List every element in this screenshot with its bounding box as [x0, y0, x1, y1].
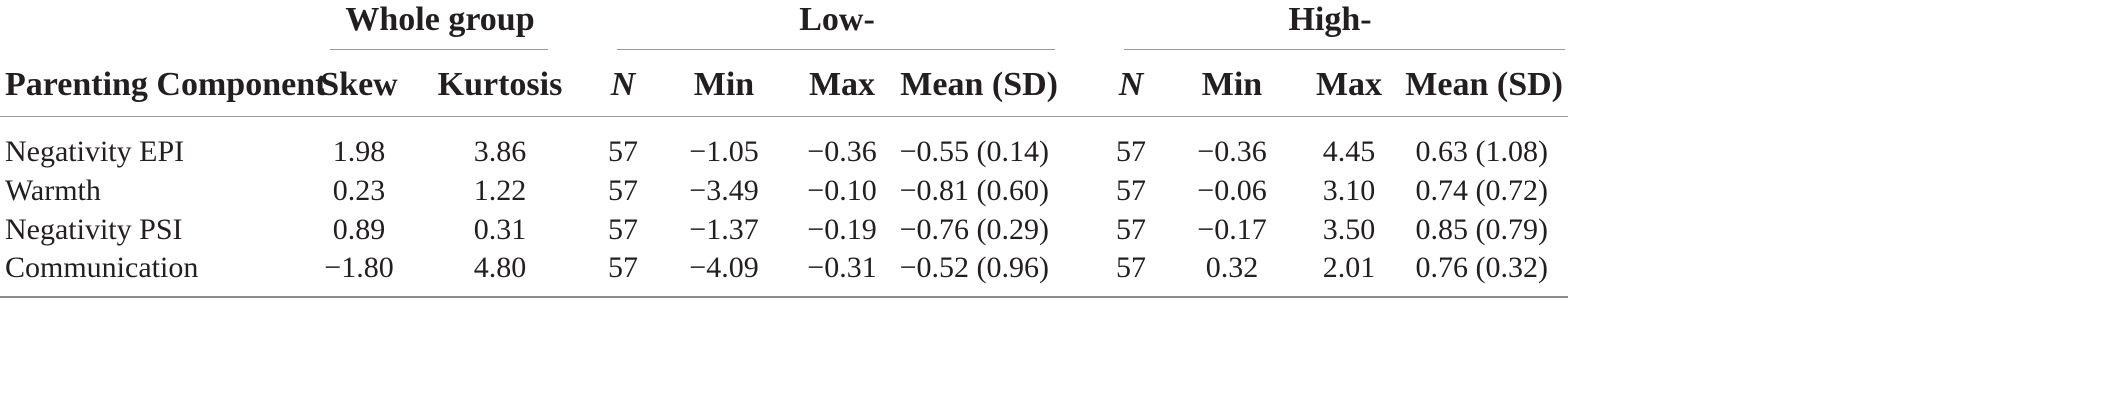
spanner-rule-high [1124, 49, 1565, 50]
cell-high-min: 0.32 [1205, 251, 1259, 284]
cell-high-max: 2.01 [1322, 251, 1376, 284]
cell-high-n: 57 [1116, 251, 1146, 284]
col-header-low-n: N [610, 66, 636, 103]
cell-high-max: 4.45 [1322, 135, 1376, 168]
col-header-kurtosis: Kurtosis [437, 66, 563, 103]
col-header-low-min: Min [693, 66, 755, 103]
col-header-skew: Skew [320, 66, 398, 103]
cell-kurtosis: 3.86 [473, 135, 527, 168]
group-header-whole: Whole group [345, 1, 535, 38]
cell-high-min: −0.06 [1197, 174, 1267, 207]
cell-low-n: 57 [608, 174, 638, 207]
cell-kurtosis: 4.80 [473, 251, 527, 284]
cell-low-mean: −0.76 (0.29) [899, 213, 1049, 246]
col-header-high-mean: Mean (SD) [1405, 66, 1563, 103]
cell-kurtosis: 0.31 [473, 213, 527, 246]
cell-low-n: 57 [608, 251, 638, 284]
cell-high-mean: 0.85 (0.79) [1415, 213, 1548, 246]
row-component: Negativity EPI [5, 135, 185, 168]
cell-high-n: 57 [1116, 135, 1146, 168]
cell-kurtosis: 1.22 [473, 174, 527, 207]
col-header-high-min: Min [1201, 66, 1263, 103]
col-header-low-mean: Mean (SD) [900, 66, 1058, 103]
cell-high-mean: 0.63 (1.08) [1415, 135, 1548, 168]
cell-high-n: 57 [1116, 174, 1146, 207]
row-component: Warmth [5, 174, 101, 207]
spanner-rule-low [617, 49, 1055, 50]
cell-skew: 1.98 [332, 135, 386, 168]
cell-high-max: 3.50 [1322, 213, 1376, 246]
col-header-component: Parenting Component [5, 66, 327, 103]
cell-low-mean: −0.55 (0.14) [899, 135, 1049, 168]
cell-low-n: 57 [608, 213, 638, 246]
row-component: Negativity PSI [5, 213, 183, 246]
cell-low-max: −0.31 [807, 251, 877, 284]
cell-high-min: −0.17 [1197, 213, 1267, 246]
cell-skew: 0.23 [332, 174, 386, 207]
cell-low-max: −0.19 [807, 213, 877, 246]
cell-high-n: 57 [1116, 213, 1146, 246]
table-bottom-rule [0, 296, 1568, 298]
cell-high-min: −0.36 [1197, 135, 1267, 168]
cell-low-max: −0.36 [807, 135, 877, 168]
cell-low-min: −1.05 [689, 135, 759, 168]
cell-high-max: 3.10 [1322, 174, 1376, 207]
cell-skew: −1.80 [324, 251, 394, 284]
spanner-rule-whole [330, 49, 548, 50]
cell-low-min: −1.37 [689, 213, 759, 246]
cell-skew: 0.89 [332, 213, 386, 246]
row-component: Communication [5, 251, 199, 284]
cell-low-n: 57 [608, 135, 638, 168]
col-header-high-n: N [1118, 66, 1144, 103]
cell-low-mean: −0.81 (0.60) [899, 174, 1049, 207]
header-rule [0, 116, 1568, 117]
cell-low-min: −4.09 [689, 251, 759, 284]
group-header-high: High- [1288, 1, 1372, 38]
cell-low-mean: −0.52 (0.96) [899, 251, 1049, 284]
col-header-low-max: Max [808, 66, 876, 103]
col-header-high-max: Max [1315, 66, 1383, 103]
cell-low-max: −0.10 [807, 174, 877, 207]
cell-high-mean: 0.74 (0.72) [1415, 174, 1548, 207]
cell-low-min: −3.49 [689, 174, 759, 207]
cell-high-mean: 0.76 (0.32) [1415, 251, 1548, 284]
group-header-low: Low- [799, 1, 875, 38]
